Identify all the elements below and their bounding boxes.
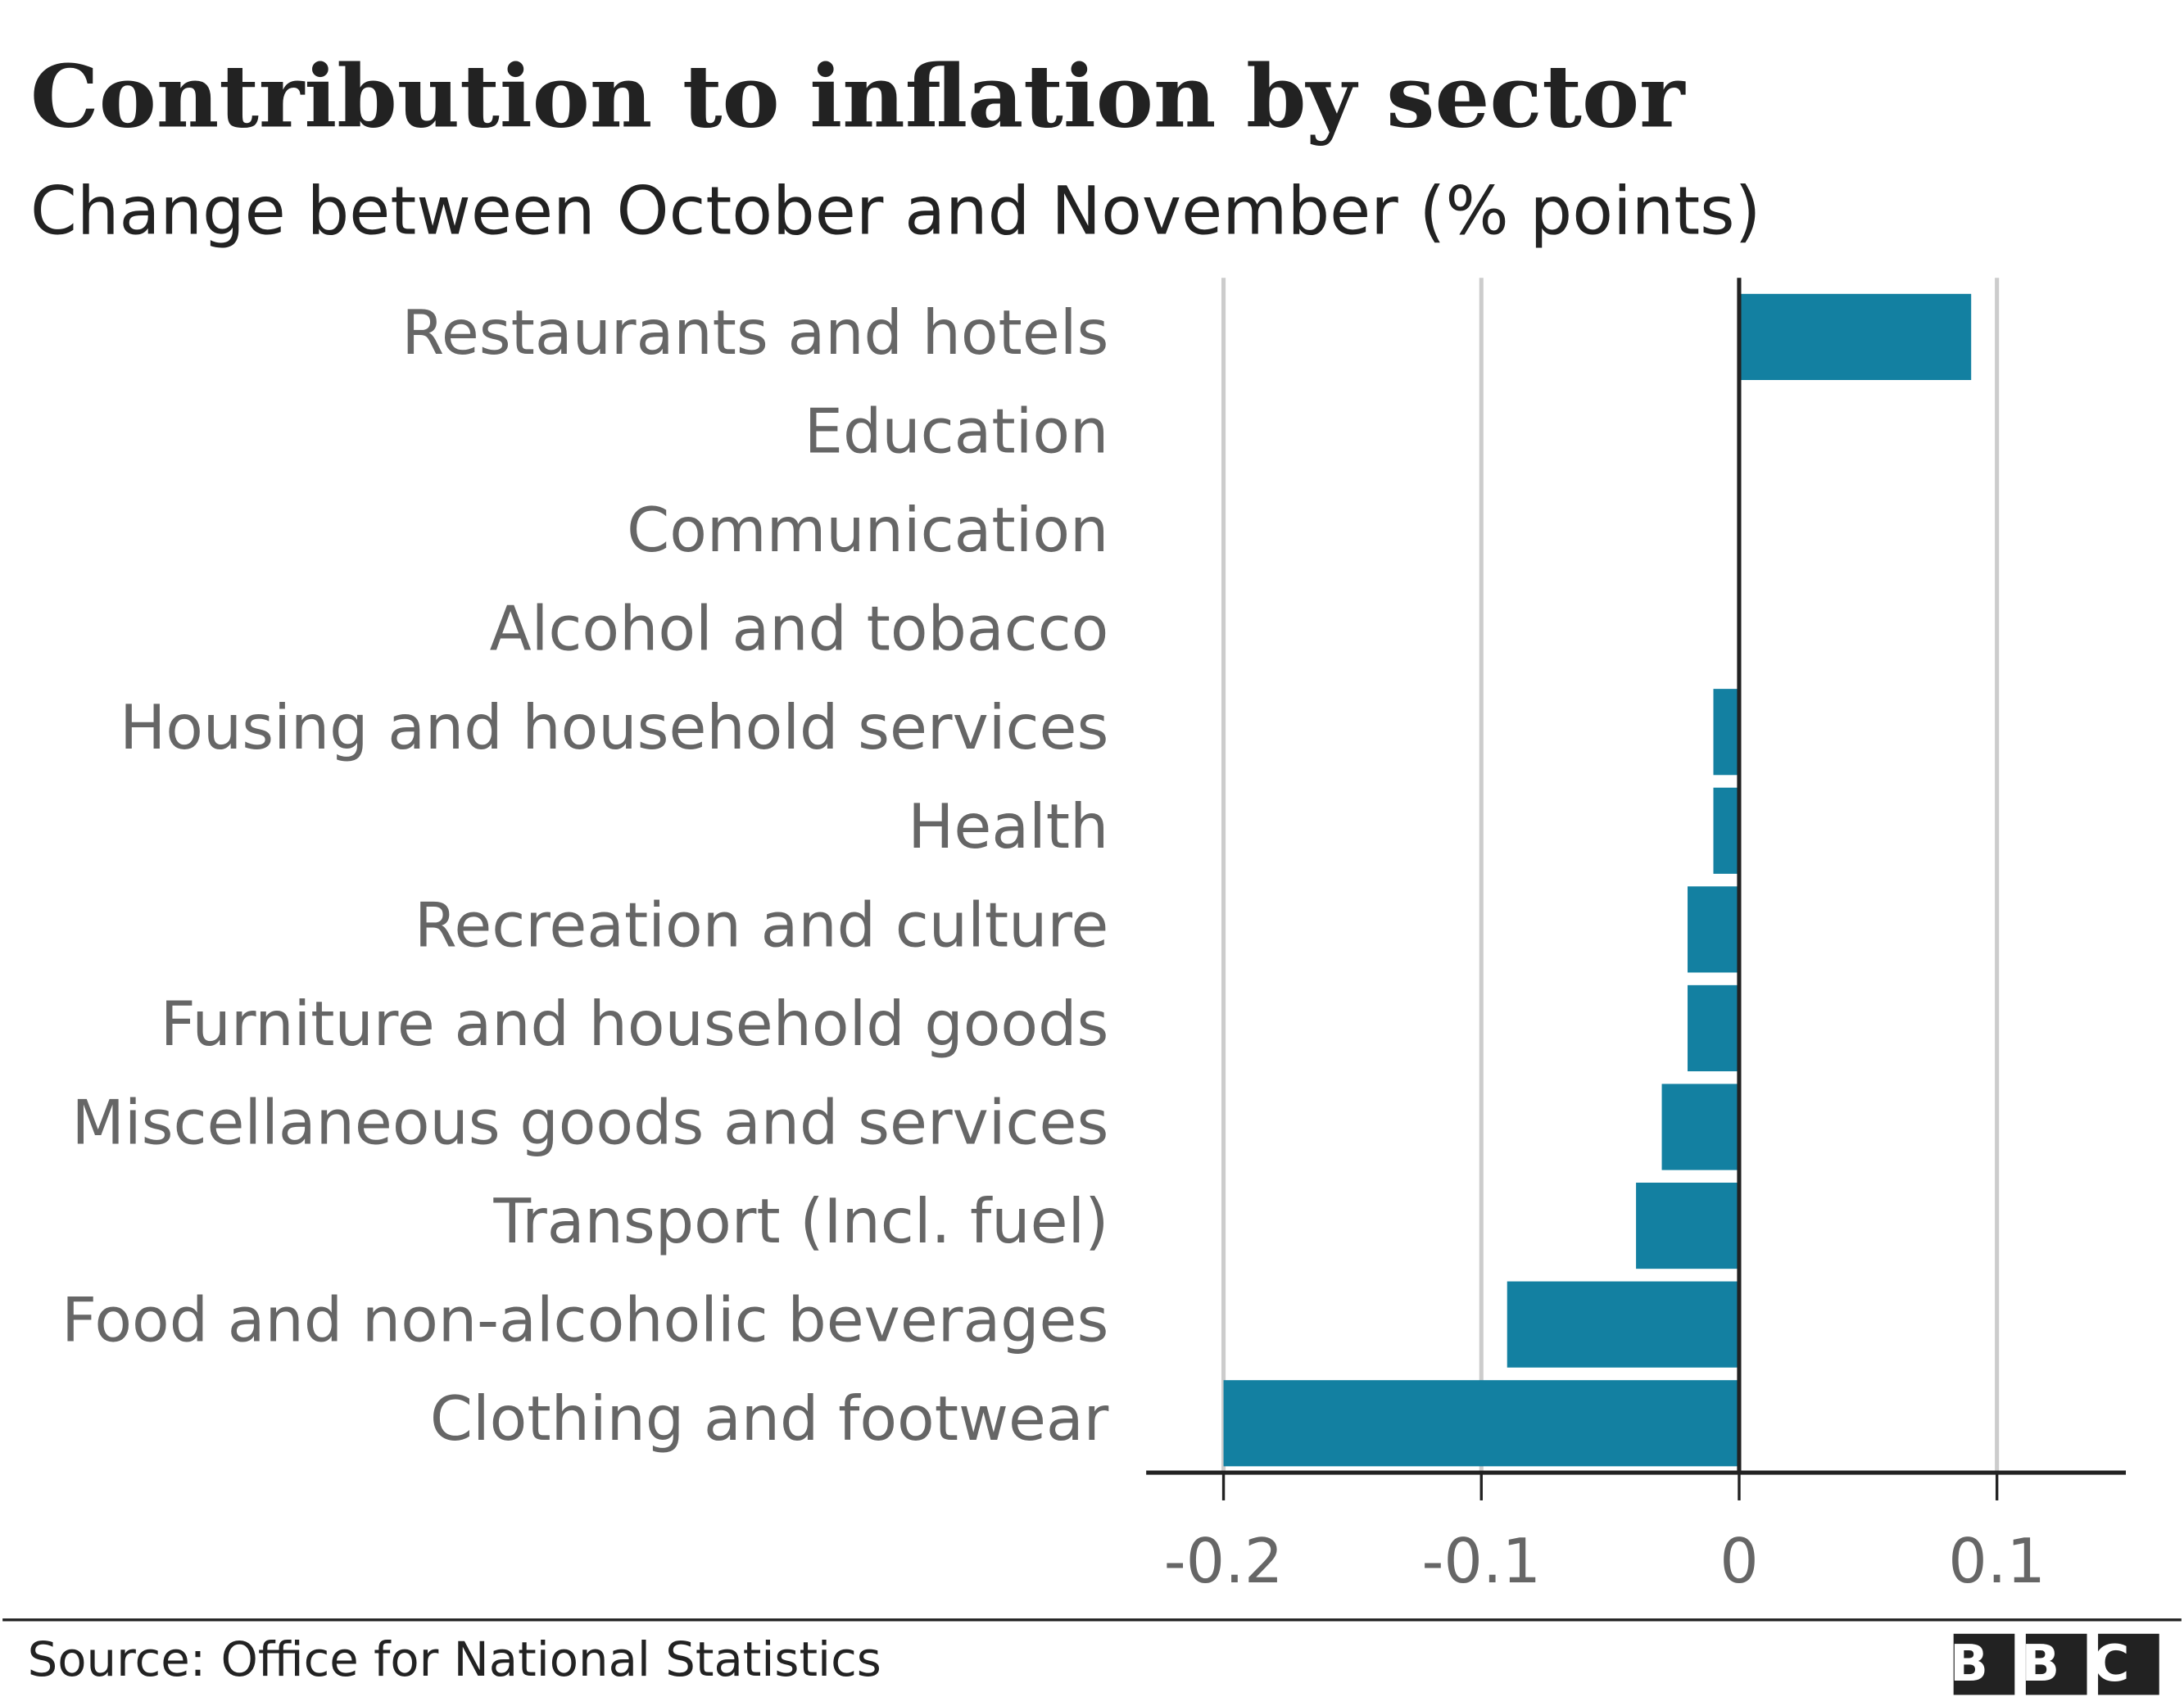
bar (1507, 1281, 1739, 1368)
y-tick-label: Housing and household services (120, 692, 1108, 763)
bar (1738, 293, 1972, 380)
x-tick-label: -0.2 (1164, 1526, 1284, 1597)
y-tick-label: Education (804, 396, 1109, 467)
chart-title: Contribution to inflation by sector (30, 45, 1686, 147)
logo (1953, 1633, 2159, 1695)
logo-text: BBC (1950, 1635, 2163, 1693)
y-tick-label: Transport (Incl. fuel) (493, 1186, 1109, 1257)
chart-subtitle: Change between October and November (% p… (30, 172, 1760, 250)
bar (1713, 689, 1739, 776)
x-tick-label: 0.1 (1948, 1526, 2046, 1597)
y-tick-label: Food and non-alcoholic beverages (61, 1285, 1108, 1356)
y-tick-label: Communication (627, 495, 1108, 566)
y-tick-label: Miscellaneous goods and services (71, 1088, 1108, 1159)
bar (1713, 787, 1739, 874)
bar (1688, 984, 1739, 1072)
x-tick-label: 0 (1720, 1526, 1758, 1597)
source: Source: Office for National Statistics (28, 1631, 881, 1687)
y-tick-label: Restaurants and hotels (401, 297, 1108, 369)
bar (1223, 1380, 1739, 1467)
y-tick-label: Furniture and household goods (161, 989, 1109, 1060)
bar (1636, 1183, 1739, 1269)
y-tick-label: Recreation and culture (415, 889, 1108, 961)
bar (1661, 1084, 1739, 1170)
y-tick-label: Alcohol and tobacco (490, 594, 1109, 665)
y-tick-label: Clothing and footwear (430, 1383, 1109, 1455)
x-tick-label: -0.1 (1421, 1526, 1541, 1597)
y-tick-label: Health (908, 791, 1108, 862)
bar (1688, 886, 1739, 973)
